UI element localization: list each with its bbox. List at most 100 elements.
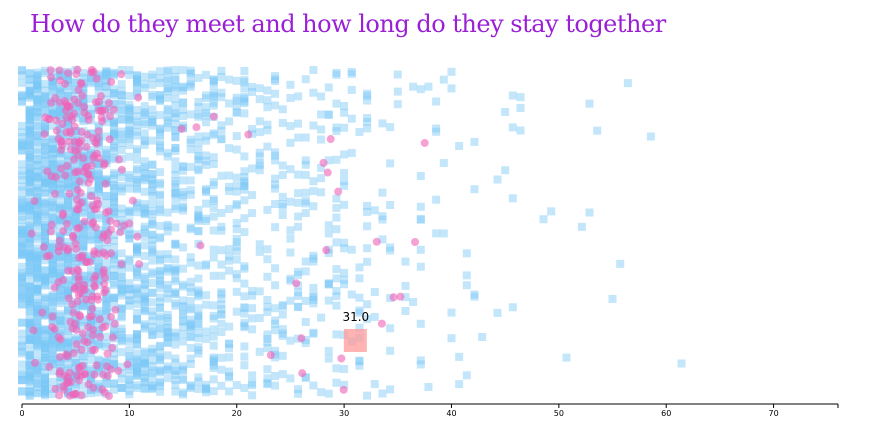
square-point <box>217 93 226 102</box>
square-point <box>186 78 195 87</box>
square-point <box>125 101 134 110</box>
square-point <box>202 188 211 197</box>
square-point <box>140 355 149 364</box>
square-point <box>64 288 73 297</box>
square-point <box>41 326 50 335</box>
square-point <box>163 116 172 125</box>
square-point <box>209 253 218 262</box>
square-point <box>110 85 119 94</box>
highlight-label: 31.0 <box>342 310 369 324</box>
square-point <box>33 161 42 170</box>
square-point <box>117 337 126 346</box>
square-point <box>117 146 126 155</box>
square-point <box>163 280 172 289</box>
square-point <box>33 96 42 105</box>
square-point <box>217 305 226 314</box>
square-point <box>41 354 50 363</box>
square-point <box>94 79 103 88</box>
square-point <box>140 203 149 212</box>
square-point <box>202 260 211 269</box>
circle-point <box>103 349 112 358</box>
square-point <box>163 310 172 319</box>
square-point <box>271 281 280 290</box>
circle-point <box>77 391 86 400</box>
square-point <box>133 242 142 251</box>
square-point <box>71 215 80 224</box>
square-point <box>125 184 134 193</box>
square-point <box>125 106 134 115</box>
square-point <box>87 374 96 383</box>
square-point <box>171 202 180 211</box>
highlight-group[interactable]: 31.0 <box>342 310 369 352</box>
square-point <box>148 185 157 194</box>
square-point <box>33 270 42 279</box>
square-point <box>79 302 88 311</box>
circle-point <box>55 66 64 75</box>
square-point <box>209 355 218 364</box>
square-point <box>317 388 326 397</box>
square-point <box>48 144 57 153</box>
square-point <box>33 132 42 141</box>
square-point <box>25 91 34 100</box>
square-point <box>56 327 65 336</box>
square-point <box>94 82 103 91</box>
square-point <box>41 273 50 282</box>
square-point <box>125 337 134 346</box>
square-point <box>493 175 502 184</box>
square-point <box>33 365 42 374</box>
square-point <box>25 132 34 141</box>
square-point <box>332 287 341 296</box>
square-point <box>125 70 134 79</box>
square-point <box>33 310 42 319</box>
square-point <box>125 171 134 180</box>
square-point <box>33 299 42 308</box>
square-point <box>18 196 26 205</box>
square-point <box>148 270 157 279</box>
square-point <box>240 84 249 93</box>
square-point <box>171 301 180 310</box>
square-point <box>25 240 34 249</box>
square-point <box>133 381 142 390</box>
square-point <box>33 362 42 371</box>
square-point <box>48 336 57 345</box>
square-point <box>209 271 218 280</box>
square-point <box>232 255 241 264</box>
square-point <box>110 155 119 164</box>
square-point <box>25 152 34 161</box>
square-point <box>48 367 57 376</box>
square-point <box>677 359 686 368</box>
square-point <box>56 71 65 80</box>
square-point <box>48 159 57 168</box>
square-point <box>194 290 203 299</box>
square-point <box>186 360 195 369</box>
square-point <box>202 160 211 169</box>
square-point <box>125 334 134 343</box>
square-point <box>133 249 142 258</box>
square-point <box>25 198 34 207</box>
square-point <box>148 311 157 320</box>
square-point <box>186 190 195 199</box>
square-point <box>194 261 203 270</box>
square-point <box>209 153 218 162</box>
square-point <box>117 324 126 333</box>
square-point <box>94 258 103 267</box>
square-point <box>133 178 142 187</box>
square-point <box>25 169 34 178</box>
square-point <box>324 83 333 92</box>
square-point <box>48 144 57 153</box>
square-point <box>94 121 103 130</box>
square-point <box>301 133 310 142</box>
square-point <box>317 163 326 172</box>
square-point <box>41 172 50 181</box>
square-point <box>25 156 34 165</box>
square-point <box>363 124 372 133</box>
square-point <box>25 188 34 197</box>
square-point <box>148 362 157 371</box>
square-point <box>25 150 34 159</box>
square-point <box>286 248 295 257</box>
circle-point <box>56 76 65 85</box>
square-point <box>248 381 257 390</box>
square-point <box>171 277 180 286</box>
square-point <box>56 180 65 189</box>
square-point <box>163 294 172 303</box>
